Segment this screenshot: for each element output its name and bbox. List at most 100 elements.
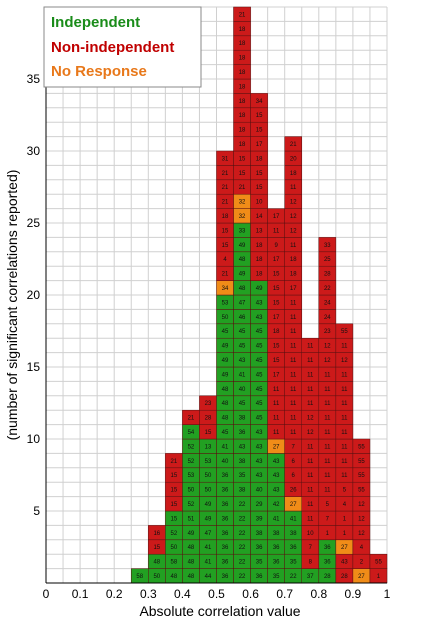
cell-label: 4 [360,545,364,551]
cell-label: 21 [171,459,178,465]
cell-label: 2 [360,560,364,566]
cell-label: 55 [358,459,365,465]
y-tick-label: 30 [27,144,41,158]
cell-label: 25 [324,257,331,263]
cell-label: 11 [307,387,314,393]
cell-label: 11 [290,401,297,407]
cell-label: 45 [256,344,263,350]
cell-label: 15 [273,272,280,278]
cell-label: 55 [341,329,348,335]
cell-label: 11 [341,372,348,378]
cell-label: 11 [324,401,331,407]
cell-label: 22 [239,560,246,566]
cell-label: 11 [307,516,314,522]
y-tick-label: 5 [33,504,40,518]
cell-label: 47 [239,300,246,306]
cell-label: 50 [153,574,160,580]
cell-label: 18 [239,142,246,148]
cell-label: 15 [256,128,263,134]
cell-label: 49 [188,531,195,537]
cell-label: 43 [341,560,348,566]
histogram-cell [233,6,251,22]
cell-label: 49 [222,358,229,364]
cell-label: 50 [171,545,178,551]
cell-label: 15 [153,545,160,551]
x-tick-label: 0.9 [345,587,362,601]
cell-label: 53 [222,300,229,306]
cell-label: 7 [292,444,296,450]
cell-label: 11 [290,315,297,321]
x-tick-labels: 0 0.1 0.2 0.3 0.4 0.5 0.6 0.7 0.8 0.9 1 [43,587,391,601]
cell-label: 45 [256,329,263,335]
cell-label: 41 [239,372,246,378]
cell-label: 38 [256,531,263,537]
cell-label: 11 [324,416,331,422]
cell-label: 43 [273,473,280,479]
cell-label: 34 [256,99,263,105]
cell-label: 11 [307,344,314,350]
cell-label: 22 [239,531,246,537]
cell-label: 15 [171,473,178,479]
x-tick-label: 0.8 [310,587,327,601]
cell-label: 36 [222,545,229,551]
cell-label: 6 [292,473,296,479]
cell-label: 49 [205,516,212,522]
cell-label: 40 [239,387,246,393]
cell-label: 52 [188,502,195,508]
cell-label: 21 [290,142,297,148]
cell-label: 58 [136,574,143,580]
cell-label: 15 [256,185,263,191]
cell-label: 15 [256,113,263,119]
cell-label: 18 [239,84,246,90]
cell-label: 15 [256,171,263,177]
cell-label: 52 [188,459,195,465]
cell-label: 17 [273,257,280,263]
cell-label: 36 [222,531,229,537]
cell-label: 18 [256,272,263,278]
cell-label: 36 [324,560,331,566]
cell-label: 22 [239,502,246,508]
cell-label: 52 [171,531,178,537]
y-tick-label: 10 [27,432,41,446]
cell-label: 28 [324,272,331,278]
cell-label: 43 [273,488,280,494]
cell-label: 36 [222,473,229,479]
cell-label: 43 [256,444,263,450]
histogram-cell [250,93,268,109]
y-tick-label: 35 [27,72,41,86]
cell-label: 12 [307,416,314,422]
x-tick-label: 0.1 [72,587,89,601]
cell-label: 45 [256,387,263,393]
histogram-cell [335,323,354,339]
cell-label: 50 [205,488,212,494]
cell-label: 45 [222,430,229,436]
cell-label: 14 [256,214,263,220]
cell-label: 39 [256,516,263,522]
cell-label: 49 [239,243,246,249]
cell-label: 15 [273,358,280,364]
cell-label: 12 [358,502,365,508]
cell-label: 55 [358,444,365,450]
cell-label: 11 [324,473,331,479]
cell-label: 13 [256,228,263,234]
cell-label: 45 [222,329,229,335]
cell-label: 35 [239,473,246,479]
cell-label: 21 [222,200,229,206]
cell-label: 5 [326,502,330,508]
cell-label: 20 [290,156,297,162]
cell-label: 11 [273,416,280,422]
cell-label: 15 [222,228,229,234]
cell-label: 45 [239,344,246,350]
cell-label: 41 [205,545,212,551]
cell-label: 18 [256,257,263,263]
cell-label: 11 [290,300,297,306]
cell-label: 11 [341,416,348,422]
cell-label: 35 [256,560,263,566]
cell-label: 36 [239,430,246,436]
cell-label: 36 [222,488,229,494]
cell-label: 31 [222,156,229,162]
cell-label: 55 [358,473,365,479]
cell-label: 18 [290,257,297,263]
cell-label: 36 [222,560,229,566]
x-tick-label: 0.2 [106,587,123,601]
